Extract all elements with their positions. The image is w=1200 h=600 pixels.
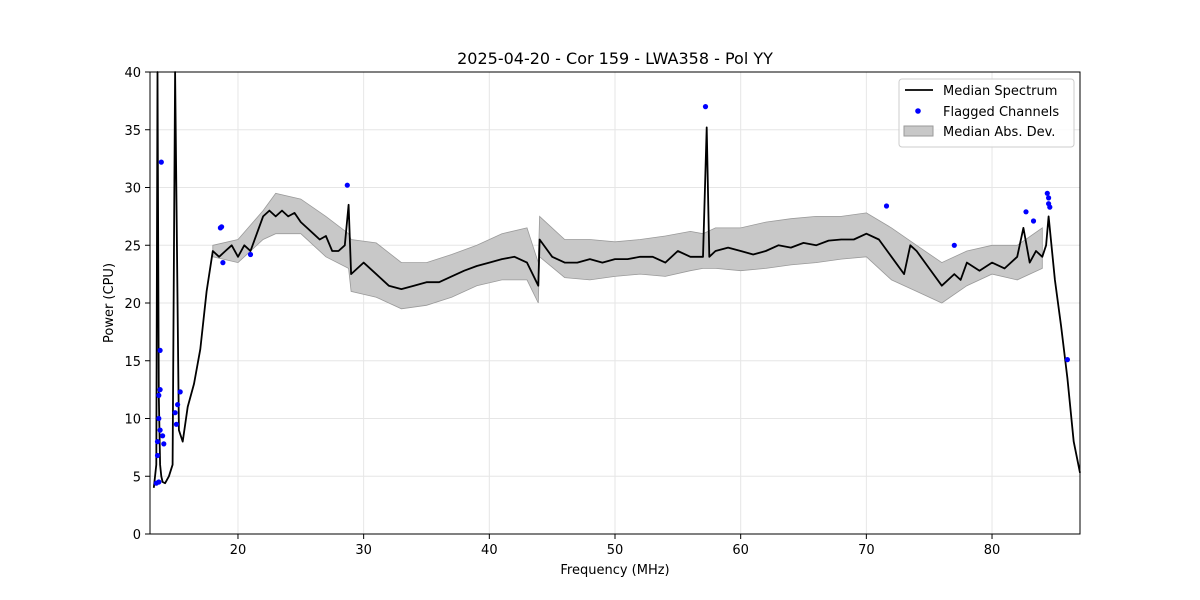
y-tick-label: 40: [124, 66, 141, 81]
x-tick-label: 30: [355, 543, 372, 558]
flagged-channel-point: [160, 433, 166, 439]
x-tick-label: 20: [230, 543, 247, 558]
flagged-channel-point: [158, 159, 164, 165]
median-line-layer: [152, 71, 1081, 488]
legend-mad-label: Median Abs. Dev.: [943, 125, 1055, 140]
flagged-channel-point: [1023, 209, 1029, 215]
legend-flagged-swatch: [915, 108, 921, 114]
x-axis-ticks: 20 30 40 50 60 70 80: [230, 534, 1001, 558]
legend-box: [898, 78, 1075, 148]
mad-band-layer: [212, 192, 1043, 310]
legend-median-label: Median Spectrum: [943, 84, 1057, 99]
x-tick-label: 80: [984, 543, 1001, 558]
x-axis-label: Frequency (MHz): [560, 563, 669, 578]
flagged-channel-point: [1064, 357, 1070, 363]
y-tick-label: 10: [124, 413, 141, 428]
y-axis-ticks: 0 5 10 15 20 25 30 35 40: [124, 66, 150, 543]
flagged-channel-point: [154, 439, 161, 445]
median-spectrum-line: [152, 71, 1081, 488]
flagged-channel-point: [1047, 204, 1053, 210]
flagged-channel-point: [702, 104, 709, 110]
y-axis-label: Power (CPU): [102, 263, 117, 343]
plot-area: 20 30 40 50 60 70 80 0 5 10 15 20 25 30 35 40: [124, 66, 1081, 558]
y-tick-label: 30: [124, 182, 141, 197]
y-tick-label: 0: [133, 528, 141, 543]
flagged-channel-point: [157, 427, 163, 433]
flagged-channel-point: [177, 389, 183, 395]
flagged-channel-point: [154, 452, 161, 459]
y-tick-label: 15: [124, 355, 141, 370]
chart-title: 2025-04-20 - Cor 159 - LWA358 - Pol YY: [457, 49, 773, 68]
x-tick-label: 40: [481, 543, 498, 558]
y-tick-label: 25: [124, 239, 141, 254]
x-tick-label: 60: [732, 543, 749, 558]
flagged-channel-point: [1046, 195, 1052, 201]
flagged-points-layer: [153, 104, 1070, 486]
y-tick-label: 5: [133, 470, 141, 485]
flagged-channel-point: [175, 402, 181, 408]
flagged-channel-point: [156, 479, 162, 485]
flagged-channel-point: [157, 347, 163, 353]
flagged-channel-point: [951, 242, 957, 248]
flagged-channel-point: [157, 387, 163, 393]
flagged-channel-point: [1030, 218, 1037, 224]
flagged-channel-point: [220, 260, 226, 266]
flagged-channel-point: [219, 224, 225, 230]
y-tick-label: 20: [124, 297, 141, 312]
flagged-channel-point: [883, 203, 890, 209]
flagged-channel-point: [344, 182, 350, 188]
flagged-channel-point: [173, 421, 179, 427]
y-tick-label: 35: [124, 124, 141, 139]
x-tick-label: 70: [858, 543, 875, 558]
flagged-channel-point: [161, 441, 167, 447]
legend-flagged-label: Flagged Channels: [943, 105, 1059, 120]
flagged-channel-point: [156, 415, 162, 422]
legend-mad-swatch: [903, 125, 934, 137]
legend: Median Spectrum Flagged Channels Median …: [898, 78, 1075, 148]
x-tick-label: 50: [607, 543, 624, 558]
mad-band: [212, 192, 1043, 310]
flagged-channel-point: [172, 410, 178, 416]
flagged-channel-point: [156, 392, 162, 398]
flagged-channel-point: [1044, 190, 1050, 196]
flagged-channel-point: [247, 251, 254, 258]
